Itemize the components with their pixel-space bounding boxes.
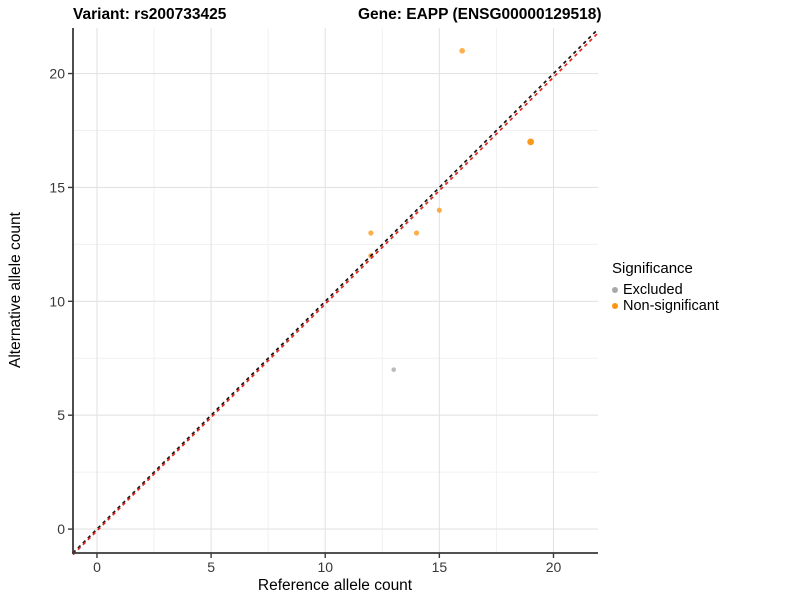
x-axis-title: Reference allele count (257, 577, 413, 594)
plot-title-variant: Variant: rs200733425 (73, 6, 227, 23)
y-axis-title: Alternative allele count (7, 212, 24, 368)
y-tick-label: 5 (57, 407, 65, 423)
legend-item-excluded: Excluded (612, 282, 719, 298)
legend-label-non-significant: Non-significant (623, 298, 719, 314)
x-tick-label: 10 (317, 559, 333, 575)
x-tick-label: 5 (207, 559, 215, 575)
data-point-excluded (391, 367, 397, 372)
excluded-dot-icon (612, 287, 618, 293)
y-tick-label: 15 (49, 179, 65, 195)
data-point-non-significant (413, 230, 420, 236)
x-tick-label: 15 (432, 559, 448, 575)
data-point-non-significant (459, 47, 465, 54)
plot-title-gene: Gene: EAPP (ENSG00000129518) (358, 6, 602, 23)
x-tick-label: 0 (93, 559, 101, 575)
legend: Significance Excluded Non-significant (612, 260, 719, 314)
legend-title: Significance (612, 260, 693, 277)
legend-item-non-significant: Non-significant (612, 298, 719, 314)
y-tick-label: 10 (49, 293, 65, 309)
non-significant-dot-icon (612, 303, 618, 309)
legend-label-excluded: Excluded (623, 282, 683, 298)
data-point-non-significant (436, 207, 442, 213)
fit-line (72, 32, 599, 556)
data-point-non-significant (368, 230, 374, 236)
x-tick-label: 20 (546, 559, 562, 575)
identity-line (72, 28, 599, 554)
y-tick-label: 0 (57, 521, 65, 537)
y-tick-label: 20 (49, 66, 65, 82)
data-point-non-significant (527, 138, 535, 146)
